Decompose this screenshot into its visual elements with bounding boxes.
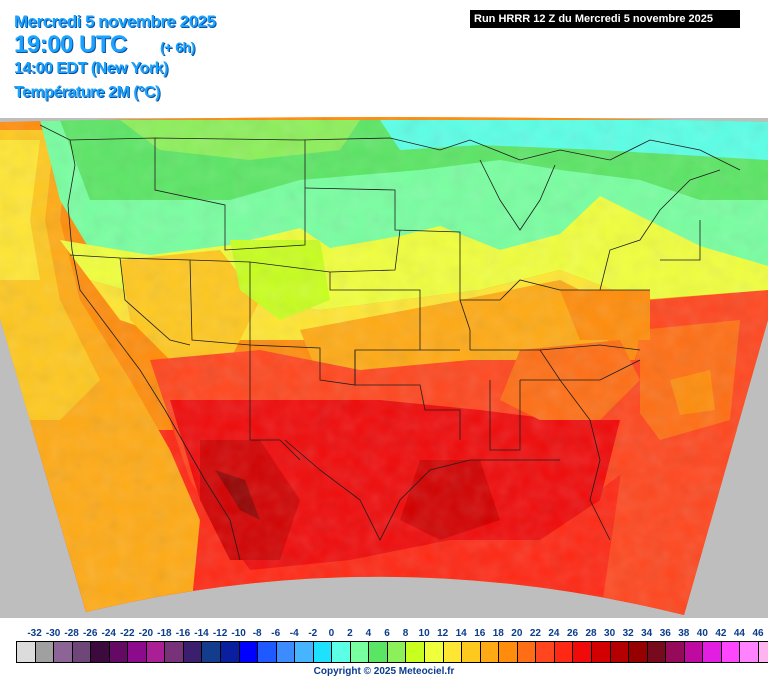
legend-swatch: [573, 642, 592, 662]
legend-color-bar: [16, 641, 768, 663]
legend-swatch: [258, 642, 277, 662]
legend-swatch: [202, 642, 222, 662]
legend-label: 4: [365, 628, 372, 639]
state-borders: [39, 124, 741, 561]
legend-label: -30: [45, 628, 61, 639]
legend-swatch: [517, 642, 537, 662]
parameter-title: Température 2M (°C): [14, 84, 160, 101]
legend-swatch: [499, 642, 518, 662]
legend-label: -2: [308, 628, 318, 639]
legend-label: -26: [82, 628, 98, 639]
legend-swatch: [276, 642, 296, 662]
forecast-time-utc: 19:00 UTC: [14, 31, 127, 58]
legend-swatch: [146, 642, 166, 662]
legend-swatch: [703, 642, 722, 662]
forecast-offset: (+ 6h): [160, 39, 195, 55]
legend-swatch: [684, 642, 704, 662]
legend-swatch: [183, 642, 203, 662]
legend-swatch: [369, 642, 388, 662]
legend-label: -28: [64, 628, 79, 639]
legend-label: 42: [715, 628, 727, 639]
legend-swatch: [591, 642, 611, 662]
legend-label: -24: [101, 628, 116, 639]
legend-swatch: [647, 642, 667, 662]
forecast-time-local: 14:00 EDT (New York): [14, 60, 168, 77]
legend-swatch: [72, 642, 92, 662]
legend-label: 2: [347, 628, 353, 639]
legend-label: -18: [157, 628, 172, 639]
legend-label: -14: [194, 628, 209, 639]
legend-label: 40: [696, 628, 708, 639]
legend-label: -20: [138, 628, 154, 639]
legend-label: 20: [511, 628, 523, 639]
legend-swatch: [387, 642, 407, 662]
run-info-box: Run HRRR 12 Z du Mercredi 5 novembre 202…: [470, 10, 740, 28]
legend-label: 26: [566, 628, 579, 639]
legend-label: 36: [659, 628, 671, 639]
legend-label: 8: [402, 628, 409, 639]
legend-swatch: [740, 642, 759, 662]
legend-label: 10: [418, 628, 430, 639]
legend-swatch: [332, 642, 351, 662]
legend-label: 14: [455, 628, 467, 639]
legend-swatch: [313, 642, 333, 662]
copyright-text: Copyright © 2025 Meteociel.fr: [313, 666, 455, 677]
legend-swatch: [239, 642, 259, 662]
legend-swatch: [17, 642, 36, 662]
legend-swatch: [109, 642, 129, 662]
legend-label: -12: [212, 628, 228, 639]
legend-swatch: [54, 642, 73, 662]
legend-label: 28: [585, 628, 597, 639]
legend-swatch: [425, 642, 444, 662]
legend-swatch: [91, 642, 110, 662]
legend-label: 6: [384, 628, 390, 639]
legend-swatch: [295, 642, 314, 662]
legend-label: 34: [641, 628, 653, 639]
legend-label: 30: [604, 628, 616, 639]
temperature-field: [0, 117, 768, 615]
legend-label: 22: [529, 628, 541, 639]
legend-label: -22: [120, 628, 135, 639]
legend-label: 0: [328, 628, 335, 639]
legend-swatch: [406, 642, 426, 662]
legend-label: 16: [474, 628, 486, 639]
legend-swatch: [165, 642, 184, 662]
legend-swatch: [610, 642, 630, 662]
legend-label: -4: [289, 628, 299, 639]
legend-label: -6: [271, 628, 281, 639]
legend-label: 44: [733, 628, 745, 639]
legend-label: 12: [437, 628, 449, 639]
legend-swatch: [462, 642, 481, 662]
legend-swatch: [480, 642, 500, 662]
legend-swatch: [758, 642, 768, 662]
legend-labels: -32 -30 -28 -26 -24 -22 -20 -18 -16 -14 -12 -10 -8 -6…: [14, 628, 763, 640]
legend-label: -8: [252, 628, 262, 639]
legend-swatch: [35, 642, 55, 662]
legend-swatch: [536, 642, 555, 662]
legend-label: -16: [175, 628, 191, 639]
legend-swatch: [666, 642, 685, 662]
legend-label: -10: [231, 628, 246, 639]
legend-swatch: [721, 642, 741, 662]
legend-swatch: [629, 642, 648, 662]
legend-swatch: [128, 642, 147, 662]
legend-swatch: [443, 642, 463, 662]
legend-label: -32: [27, 628, 42, 639]
legend-label: 46: [752, 628, 764, 639]
legend-label: 32: [622, 628, 634, 639]
legend-swatch: [221, 642, 240, 662]
legend-swatch: [350, 642, 370, 662]
legend-label: 38: [678, 628, 690, 639]
legend-label: 18: [492, 628, 504, 639]
legend-swatch: [554, 642, 574, 662]
forecast-date: Mercredi 5 novembre 2025: [14, 12, 216, 31]
legend-label: 24: [548, 628, 560, 639]
